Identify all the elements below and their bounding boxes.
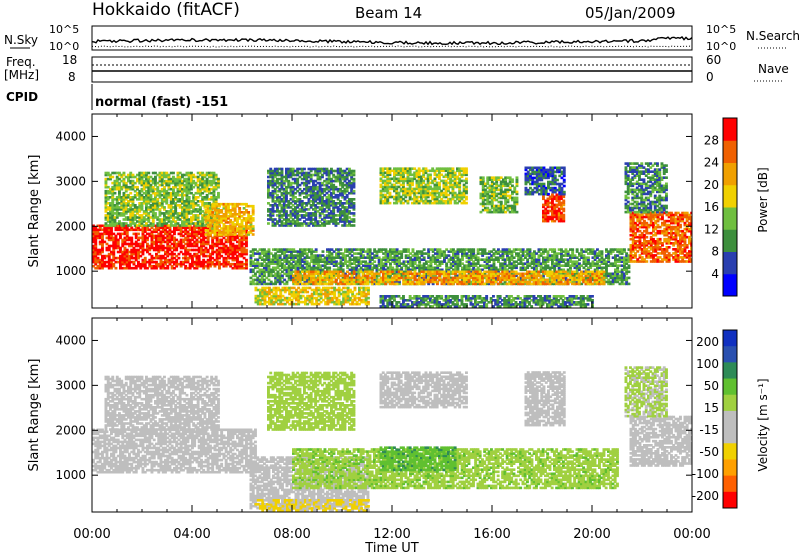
- power-cell: [147, 172, 150, 175]
- noise-tick-bottom-left: 10^0: [49, 40, 79, 53]
- power-cell: [268, 248, 271, 251]
- power-cell: [342, 269, 345, 272]
- power-cell: [472, 248, 475, 251]
- date-title: 05/Jan/2009: [585, 4, 676, 22]
- freq-panel: Freq. [MHz] 18 8 60 0 Nave: [4, 53, 789, 84]
- power-cell: [247, 211, 250, 214]
- power-cell: [407, 248, 410, 251]
- power-cell: [238, 207, 241, 210]
- power-cell: [123, 172, 126, 175]
- power-cell: [136, 186, 139, 189]
- power-cell: [576, 248, 579, 251]
- power-cell: [172, 172, 175, 175]
- power-cell: [115, 267, 118, 270]
- power-cell: [111, 176, 114, 179]
- power-cell: [252, 233, 255, 236]
- power-cell: [215, 174, 218, 177]
- power-cell: [315, 248, 318, 251]
- power-cell: [163, 206, 166, 209]
- power-cell: [154, 212, 157, 215]
- station-title: Hokkaido (fitACF): [92, 0, 240, 20]
- power-cell: [353, 271, 356, 274]
- power-cell: [423, 248, 426, 251]
- power-cell: [245, 259, 248, 262]
- nave-tick-0: 0: [706, 70, 714, 84]
- power-cell: [317, 271, 320, 274]
- power-cell: [587, 256, 590, 259]
- power-cell: [144, 257, 147, 260]
- power-cell: [391, 271, 394, 274]
- noise-tick-top-right: 10^5: [706, 23, 736, 36]
- power-cell: [297, 271, 300, 274]
- power-cell: [553, 248, 556, 251]
- power-cell: [252, 205, 255, 208]
- power-cell: [217, 178, 220, 181]
- noise-search-line: [92, 46, 692, 47]
- beam-title: Beam 14: [355, 4, 422, 22]
- power-cell: [129, 192, 132, 195]
- power-cell: [412, 248, 415, 251]
- noise-left-label: N.Sky: [4, 33, 38, 47]
- freq-label-line2: [MHz]: [4, 68, 39, 82]
- power-cell: [252, 225, 255, 228]
- freq-tick-18: 18: [62, 53, 77, 67]
- power-cell: [628, 283, 631, 286]
- power-cell: [628, 277, 631, 280]
- noise-tick-bottom-right: 10^0: [706, 40, 736, 53]
- power-cell: [217, 192, 220, 195]
- power-cell: [373, 260, 376, 263]
- nave-label: Nave: [758, 62, 789, 76]
- power-cell: [137, 233, 140, 236]
- nave-tick-60: 60: [706, 53, 721, 67]
- noise-right-label: N.Search: [746, 29, 800, 43]
- power-cell: [252, 217, 255, 220]
- power-cell: [369, 248, 372, 251]
- power-cell: [114, 192, 117, 195]
- power-cell: [601, 250, 604, 253]
- power-cell: [328, 267, 331, 270]
- power-cell: [130, 237, 133, 240]
- cpid-mode-text: normal (fast) -151: [95, 95, 228, 110]
- power-cell: [340, 248, 343, 251]
- noise-sky-line: [92, 37, 692, 45]
- power-cell: [322, 250, 325, 253]
- power-cell: [423, 256, 426, 259]
- power-cell: [299, 275, 302, 278]
- cpid-label: CPID: [6, 90, 38, 104]
- power-cell: [447, 271, 450, 274]
- freq-tick-8: 8: [68, 70, 76, 84]
- power-cell: [245, 249, 248, 252]
- power-cell: [188, 196, 191, 199]
- power-cell: [396, 283, 399, 286]
- freq-label-line1: Freq.: [6, 55, 36, 69]
- power-cell: [529, 248, 532, 251]
- power-cell: [628, 264, 631, 267]
- power-cell: [623, 248, 626, 251]
- power-cell: [178, 257, 181, 260]
- noise-panel: N.Sky 10^5 10^0 10^5 10^0 N.Search: [4, 23, 800, 53]
- noise-tick-top-left: 10^5: [49, 23, 79, 36]
- power-cell: [484, 248, 487, 251]
- power-cell: [628, 271, 631, 274]
- power-cell: [571, 248, 574, 251]
- cpid-panel: CPID normal (fast) -151: [6, 84, 228, 110]
